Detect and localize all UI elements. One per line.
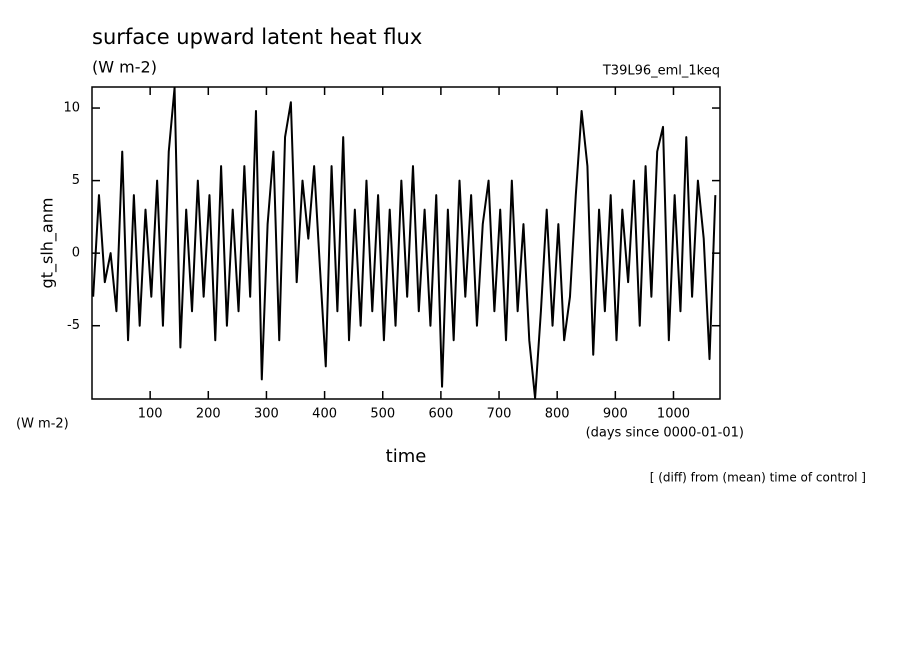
x-tick-label: 800	[545, 407, 570, 422]
x-tick-label: 900	[603, 407, 628, 422]
x-tick-label: 400	[312, 407, 337, 422]
x-units: (days since 0000-01-01)	[586, 426, 744, 441]
x-axis-label: time	[386, 446, 427, 467]
y-units: (W m-2)	[16, 417, 69, 432]
series-line	[92, 86, 717, 400]
chart-title: surface upward latent heat flux	[92, 25, 422, 49]
plot-frame	[91, 86, 721, 400]
y-tick-label: -5	[67, 318, 80, 333]
x-tick-label: 500	[370, 407, 395, 422]
x-tick-label: 1000	[657, 407, 690, 422]
y-tick-label: 5	[72, 173, 80, 188]
y-tick-label: 10	[63, 101, 80, 116]
x-tick-label: 300	[254, 407, 279, 422]
x-tick-label: 100	[138, 407, 163, 422]
units: (W m-2)	[92, 58, 157, 77]
y-axis-label: gt_slh_anm	[38, 198, 58, 289]
x-tick-label: 700	[487, 407, 512, 422]
x-tick-label: 200	[196, 407, 221, 422]
note: [ (diff) from (mean) time of control ]	[650, 471, 866, 485]
run-label: T39L96_eml_1keq	[602, 64, 720, 79]
y-tick-label: 0	[72, 246, 80, 261]
x-tick-label: 600	[428, 407, 453, 422]
